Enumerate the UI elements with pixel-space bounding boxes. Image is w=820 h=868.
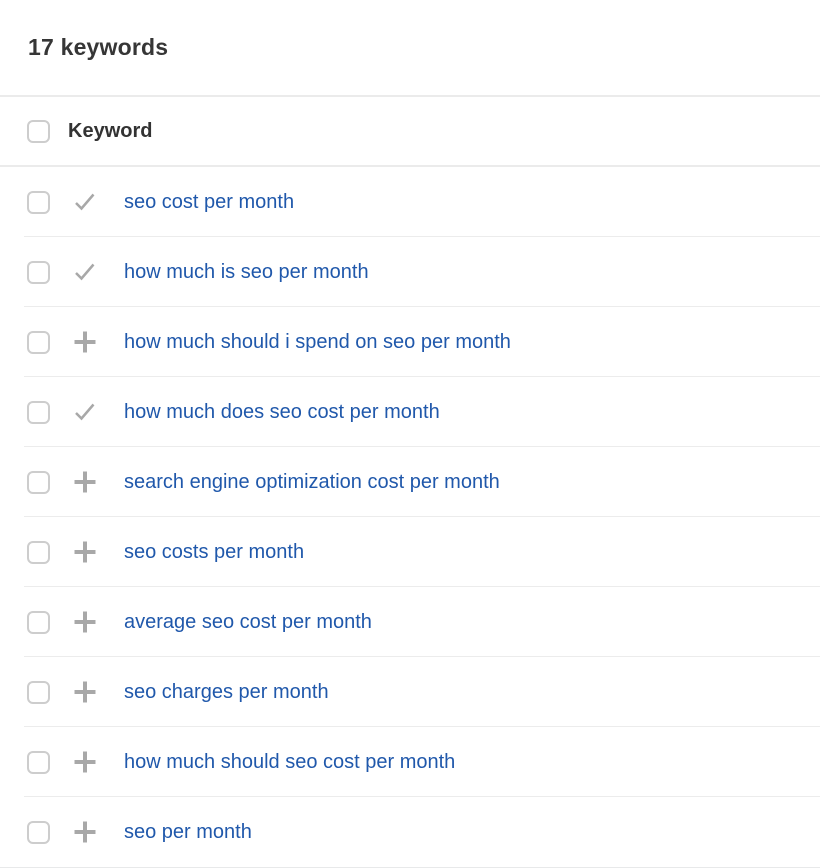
keyword-row: how much should i spend on seo per month <box>0 307 820 378</box>
check-icon[interactable] <box>71 258 99 286</box>
keyword-rows: seo cost per month how much is seo per m… <box>0 167 820 868</box>
check-icon[interactable] <box>71 398 99 426</box>
keyword-link[interactable]: seo charges per month <box>124 680 329 703</box>
keyword-row: seo per month <box>0 797 820 867</box>
row-checkbox[interactable] <box>27 820 50 844</box>
row-checkbox[interactable] <box>27 190 50 214</box>
keyword-row: how much is seo per month <box>0 237 820 308</box>
row-checkbox[interactable] <box>27 540 50 564</box>
title-bar: 17 keywords <box>0 0 820 97</box>
keyword-link[interactable]: how much is seo per month <box>124 260 369 283</box>
keyword-link[interactable]: how much should i spend on seo per month <box>124 330 511 353</box>
plus-icon[interactable] <box>71 608 99 636</box>
select-all-checkbox[interactable] <box>27 119 50 143</box>
row-checkbox[interactable] <box>27 610 50 634</box>
row-checkbox[interactable] <box>27 470 50 494</box>
row-checkbox[interactable] <box>27 680 50 704</box>
row-checkbox[interactable] <box>27 330 50 354</box>
keyword-row: how much does seo cost per month <box>0 377 820 448</box>
keyword-count-title: 17 keywords <box>28 34 169 60</box>
plus-icon[interactable] <box>71 818 99 846</box>
keyword-link[interactable]: seo per month <box>124 820 252 843</box>
keyword-row: seo cost per month <box>0 167 820 238</box>
keyword-row: average seo cost per month <box>0 587 820 658</box>
keyword-link[interactable]: average seo cost per month <box>124 610 372 633</box>
keyword-link[interactable]: seo cost per month <box>124 190 295 213</box>
table-header-row: Keyword <box>0 97 820 167</box>
keyword-link[interactable]: how much does seo cost per month <box>124 400 440 423</box>
keyword-row: search engine optimization cost per mont… <box>0 447 820 518</box>
keyword-row: seo costs per month <box>0 517 820 588</box>
plus-icon[interactable] <box>71 328 99 356</box>
plus-icon[interactable] <box>71 678 99 706</box>
keyword-row: seo charges per month <box>0 657 820 728</box>
plus-icon[interactable] <box>71 748 99 776</box>
plus-icon[interactable] <box>71 468 99 496</box>
plus-icon[interactable] <box>71 538 99 566</box>
row-checkbox[interactable] <box>27 260 50 284</box>
keyword-link[interactable]: seo costs per month <box>124 540 305 563</box>
row-checkbox[interactable] <box>27 400 50 424</box>
row-checkbox[interactable] <box>27 750 50 774</box>
keyword-link[interactable]: search engine optimization cost per mont… <box>124 470 500 493</box>
keyword-row: how much should seo cost per month <box>0 727 820 798</box>
keyword-link[interactable]: how much should seo cost per month <box>124 750 456 773</box>
check-icon[interactable] <box>71 188 99 216</box>
keyword-column-header: Keyword <box>68 119 153 142</box>
